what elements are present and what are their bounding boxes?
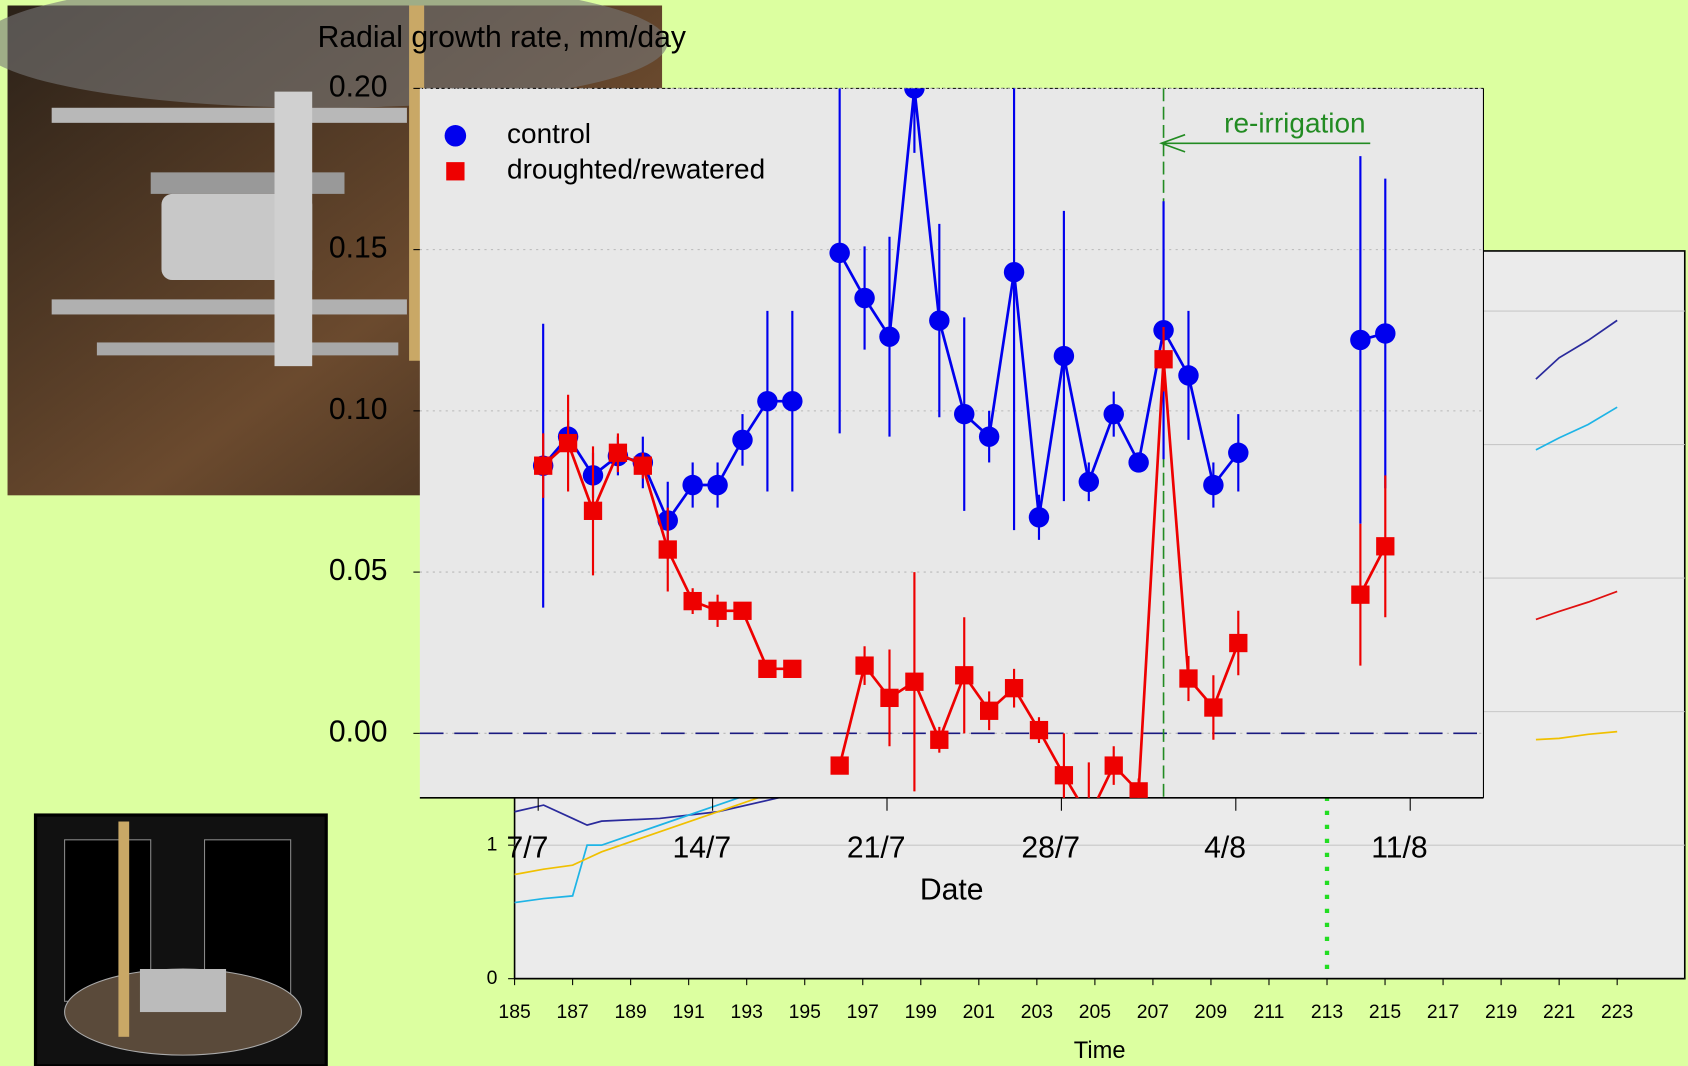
marker [1350,330,1370,350]
marker [954,404,974,424]
main-chart: 0.000.050.100.150.207/714/721/728/74/811… [318,14,1484,906]
marker [1054,346,1074,366]
marker [1179,669,1197,687]
x-axis-title: Time [1074,1038,1126,1064]
x-tick-label: 191 [673,1001,705,1023]
y-tick-label: 0 [487,967,498,989]
y-tick-label: 0.10 [329,393,388,426]
marker [609,444,627,462]
x-tick-label: 205 [1079,1001,1111,1023]
x-tick-label: 201 [963,1001,995,1023]
marker [1004,262,1024,282]
x-tick-label: 213 [1311,1001,1343,1023]
marker [732,430,752,450]
marker [829,243,849,263]
marker [783,660,801,678]
marker [1351,586,1369,604]
marker [929,310,949,330]
y-axis-title: Radial growth rate, mm/day [318,21,686,54]
x-tick-label: 207 [1137,1001,1169,1023]
x-tick-label: 14/7 [673,831,732,864]
x-tick-label: 11/8 [1371,831,1427,864]
marker [584,502,602,520]
x-tick-label: 187 [556,1001,588,1023]
marker [559,434,577,452]
x-tick-label: 215 [1369,1001,1401,1023]
marker [980,702,998,720]
marker [757,391,777,411]
legend-label: control [507,118,591,149]
legend-marker [445,125,467,147]
marker [905,673,923,691]
x-tick-label: 21/7 [847,831,906,864]
marker [707,475,727,495]
marker [634,457,652,475]
x-tick-label: 219 [1485,1001,1517,1023]
y-tick-label: 1 [487,833,498,855]
x-tick-label: 197 [847,1001,879,1023]
marker [979,426,999,446]
marker [1079,472,1099,492]
y-tick-label: 0.15 [329,232,388,265]
marker [758,660,776,678]
marker [1154,350,1172,368]
marker [930,731,948,749]
marker [684,592,702,610]
y-tick-label: 0.20 [329,70,388,103]
x-tick-label: 189 [614,1001,646,1023]
marker [708,602,726,620]
marker [1055,766,1073,784]
x-tick-label: 7/7 [506,831,548,864]
marker [880,689,898,707]
marker [1376,537,1394,555]
marker [1375,323,1395,343]
marker [1030,721,1048,739]
marker [955,666,973,684]
marker [1105,756,1123,774]
marker [1229,634,1247,652]
y-tick-label: 0.05 [329,554,388,587]
x-tick-label: 185 [498,1001,530,1023]
marker [855,656,873,674]
annotation-label: re-irrigation [1224,107,1365,138]
x-tick-label: 223 [1601,1001,1633,1023]
marker [1129,782,1147,800]
marker [1204,698,1222,716]
x-tick-label: 221 [1543,1001,1575,1023]
legend-label: droughted/rewatered [507,154,765,185]
x-tick-label: 28/7 [1021,831,1080,864]
marker [782,391,802,411]
slide: 0123451851871891911931951971992012032052… [0,0,1688,1066]
marker [733,602,751,620]
marker [854,288,874,308]
x-axis-title: Date [920,873,984,906]
x-tick-label: 195 [789,1001,821,1023]
x-tick-label: 203 [1021,1001,1053,1023]
marker [1128,452,1148,472]
marker [1178,365,1198,385]
marker [879,326,899,346]
x-tick-label: 211 [1254,1001,1285,1023]
x-tick-label: 4/8 [1204,831,1246,864]
x-tick-label: 217 [1427,1001,1459,1023]
marker [1203,475,1223,495]
x-tick-label: 209 [1195,1001,1227,1023]
y-tick-label: 0.00 [329,715,388,748]
marker [1228,443,1248,463]
marker [534,457,552,475]
marker [1103,404,1123,424]
x-tick-label: 199 [905,1001,937,1023]
page: {"chart_data": [ {"type": "line", "x_lab… [0,0,1688,1066]
marker [831,756,849,774]
marker [1029,507,1049,527]
photo-pots [36,815,327,1066]
marker [659,540,677,558]
x-tick-label: 193 [731,1001,763,1023]
plot-area [420,88,1484,797]
marker [682,475,702,495]
marker [1005,679,1023,697]
legend-marker [446,162,464,180]
